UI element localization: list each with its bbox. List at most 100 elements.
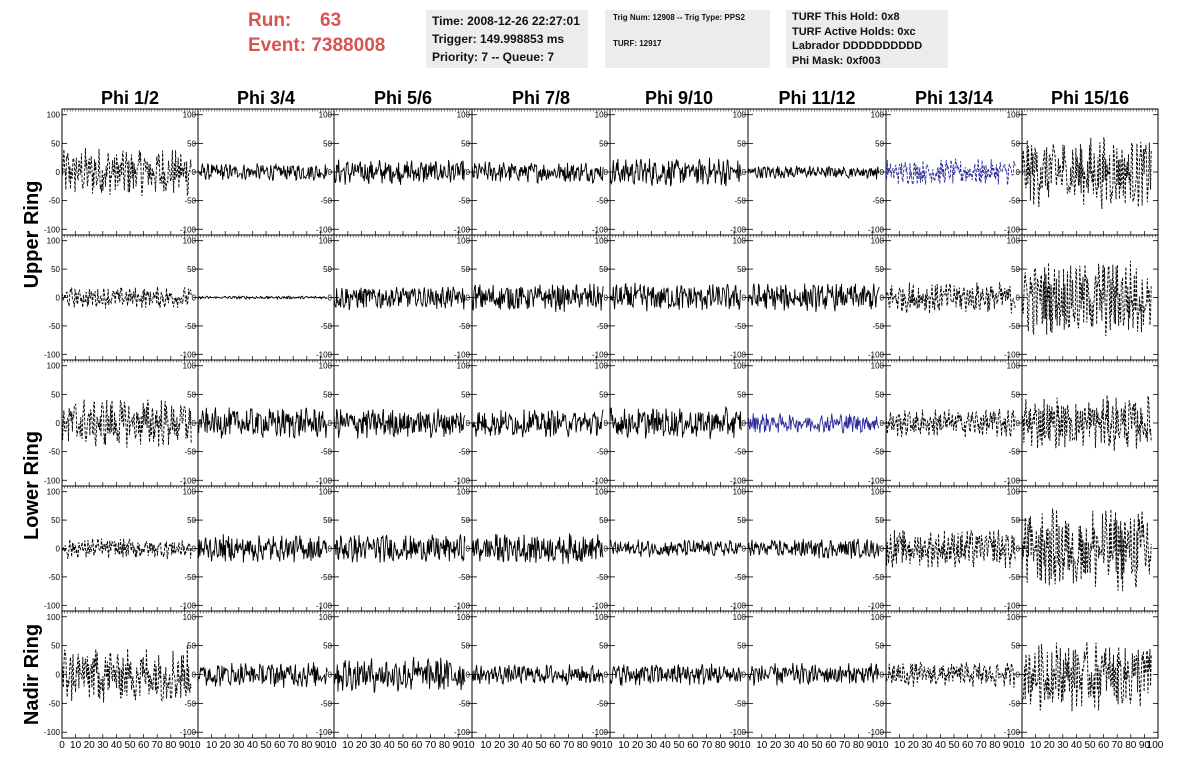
y-tick-label: 100 xyxy=(1007,237,1021,246)
waveform-trace xyxy=(333,159,466,185)
phi-column-title: Phi 13/14 xyxy=(915,88,993,108)
trigger-text: Trigger: 149.998853 ms xyxy=(432,32,565,46)
y-tick-label: 100 xyxy=(595,488,609,497)
phi-column-title: Phi 11/12 xyxy=(778,88,855,108)
y-tick-label: -50 xyxy=(320,197,332,206)
trig-num-text: Trig Num: 12908 -- Trig Type: PPS2 xyxy=(613,13,745,22)
x-tick-label: 30 xyxy=(1057,740,1069,751)
y-tick-label: 100 xyxy=(319,613,333,622)
y-tick-label: 100 xyxy=(1007,613,1021,622)
y-tick-label: 50 xyxy=(875,265,884,274)
phi-column-title: Phi 15/16 xyxy=(1051,88,1129,108)
y-tick-label: -100 xyxy=(454,728,471,737)
waveform-trace xyxy=(197,295,328,301)
y-tick-label: -50 xyxy=(872,699,884,708)
x-tick-label: 60 xyxy=(274,740,286,751)
x-tick-label: 40 xyxy=(660,740,672,751)
y-tick-label: -100 xyxy=(316,476,333,485)
y-tick-label: 50 xyxy=(461,390,470,399)
x-tick-label: 90 xyxy=(1139,740,1151,751)
y-tick-label: -50 xyxy=(596,322,608,331)
waveform-trace xyxy=(471,283,604,312)
waveform-trace xyxy=(1021,508,1152,592)
waveform-trace xyxy=(609,663,742,686)
y-tick-label: 100 xyxy=(319,488,333,497)
y-tick-label: -100 xyxy=(44,350,61,359)
y-tick-label: 50 xyxy=(1011,139,1020,148)
y-tick-label: 0 xyxy=(192,168,197,177)
x-tick-label: 60 xyxy=(1098,740,1110,751)
y-tick-label: -50 xyxy=(596,699,608,708)
time-info-box: Time: 2008-12-26 22:27:01 Trigger: 149.9… xyxy=(426,10,588,68)
waveform-trace xyxy=(885,282,1016,314)
x-tick-label: 10 xyxy=(894,740,906,751)
y-tick-label: -50 xyxy=(184,197,196,206)
x-tick-label: 10 xyxy=(1013,740,1025,751)
trigger-info-box: Trig Num: 12908 -- Trig Type: PPS2 TURF:… xyxy=(605,10,770,68)
y-tick-label: 50 xyxy=(875,516,884,525)
y-tick-label: -50 xyxy=(184,448,196,457)
y-tick-label: -50 xyxy=(1008,197,1020,206)
y-tick-label: 0 xyxy=(604,168,609,177)
y-tick-label: 0 xyxy=(604,294,609,303)
y-tick-label: 0 xyxy=(880,168,885,177)
x-tick-label: 50 xyxy=(673,740,685,751)
y-tick-label: -100 xyxy=(316,601,333,610)
y-tick-label: -100 xyxy=(180,476,197,485)
y-tick-label: 100 xyxy=(1007,111,1021,120)
waveform-trace xyxy=(1021,260,1152,337)
y-tick-label: 100 xyxy=(183,613,197,622)
run-line: Run: 63 xyxy=(248,8,423,33)
y-tick-label: 0 xyxy=(192,545,197,554)
y-tick-label: -100 xyxy=(454,350,471,359)
y-tick-label: 50 xyxy=(599,516,608,525)
x-tick-label: 10 xyxy=(1030,740,1042,751)
y-tick-label: -50 xyxy=(734,699,746,708)
y-tick-label: 0 xyxy=(328,545,333,554)
y-tick-label: -100 xyxy=(868,728,885,737)
x-tick-label: 90 xyxy=(453,740,465,751)
y-tick-label: 0 xyxy=(880,294,885,303)
y-tick-label: 100 xyxy=(733,362,747,371)
y-tick-label: 100 xyxy=(871,488,885,497)
x-tick-label: 70 xyxy=(563,740,575,751)
event-label: Event: xyxy=(248,35,307,56)
y-tick-label: -100 xyxy=(180,225,197,234)
phi-column-title: Phi 9/10 xyxy=(645,88,713,108)
x-tick-label: 40 xyxy=(247,740,259,751)
y-tick-label: 50 xyxy=(1011,516,1020,525)
y-tick-label: 0 xyxy=(466,671,471,680)
waveform-trace xyxy=(197,407,328,439)
x-tick-label: 70 xyxy=(701,740,713,751)
y-tick-label: 0 xyxy=(1016,294,1021,303)
x-tick-label: 40 xyxy=(522,740,534,751)
waveform-trace xyxy=(471,161,604,184)
x-tick-label: 40 xyxy=(798,740,810,751)
y-tick-label: -50 xyxy=(184,699,196,708)
y-tick-label: 50 xyxy=(323,265,332,274)
y-tick-label: 0 xyxy=(604,545,609,554)
x-tick-label: 60 xyxy=(411,740,423,751)
y-tick-label: 50 xyxy=(187,265,196,274)
x-tick-label: 10 xyxy=(739,740,751,751)
y-tick-label: 50 xyxy=(737,139,746,148)
x-tick-label: 80 xyxy=(577,740,589,751)
x-tick-label: 20 xyxy=(220,740,232,751)
y-tick-label: 100 xyxy=(183,111,197,120)
x-tick-label: 10 xyxy=(618,740,630,751)
y-tick-label: 0 xyxy=(880,671,885,680)
y-tick-label: 100 xyxy=(457,488,471,497)
panel-frame xyxy=(1021,234,1159,361)
y-tick-label: -50 xyxy=(48,699,60,708)
y-tick-label: 50 xyxy=(187,390,196,399)
y-tick-label: -100 xyxy=(868,476,885,485)
y-tick-label: -50 xyxy=(596,197,608,206)
y-tick-label: -50 xyxy=(48,573,60,582)
y-tick-label: 100 xyxy=(595,362,609,371)
run-label: Run: xyxy=(248,10,292,31)
waveform-trace xyxy=(333,286,466,311)
waveform-trace xyxy=(609,282,742,312)
y-tick-label: 100 xyxy=(1007,362,1021,371)
waveform-trace xyxy=(609,157,742,187)
y-tick-label: -50 xyxy=(734,573,746,582)
